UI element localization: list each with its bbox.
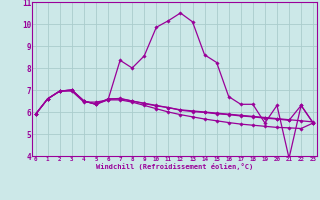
X-axis label: Windchill (Refroidissement éolien,°C): Windchill (Refroidissement éolien,°C) bbox=[96, 163, 253, 170]
